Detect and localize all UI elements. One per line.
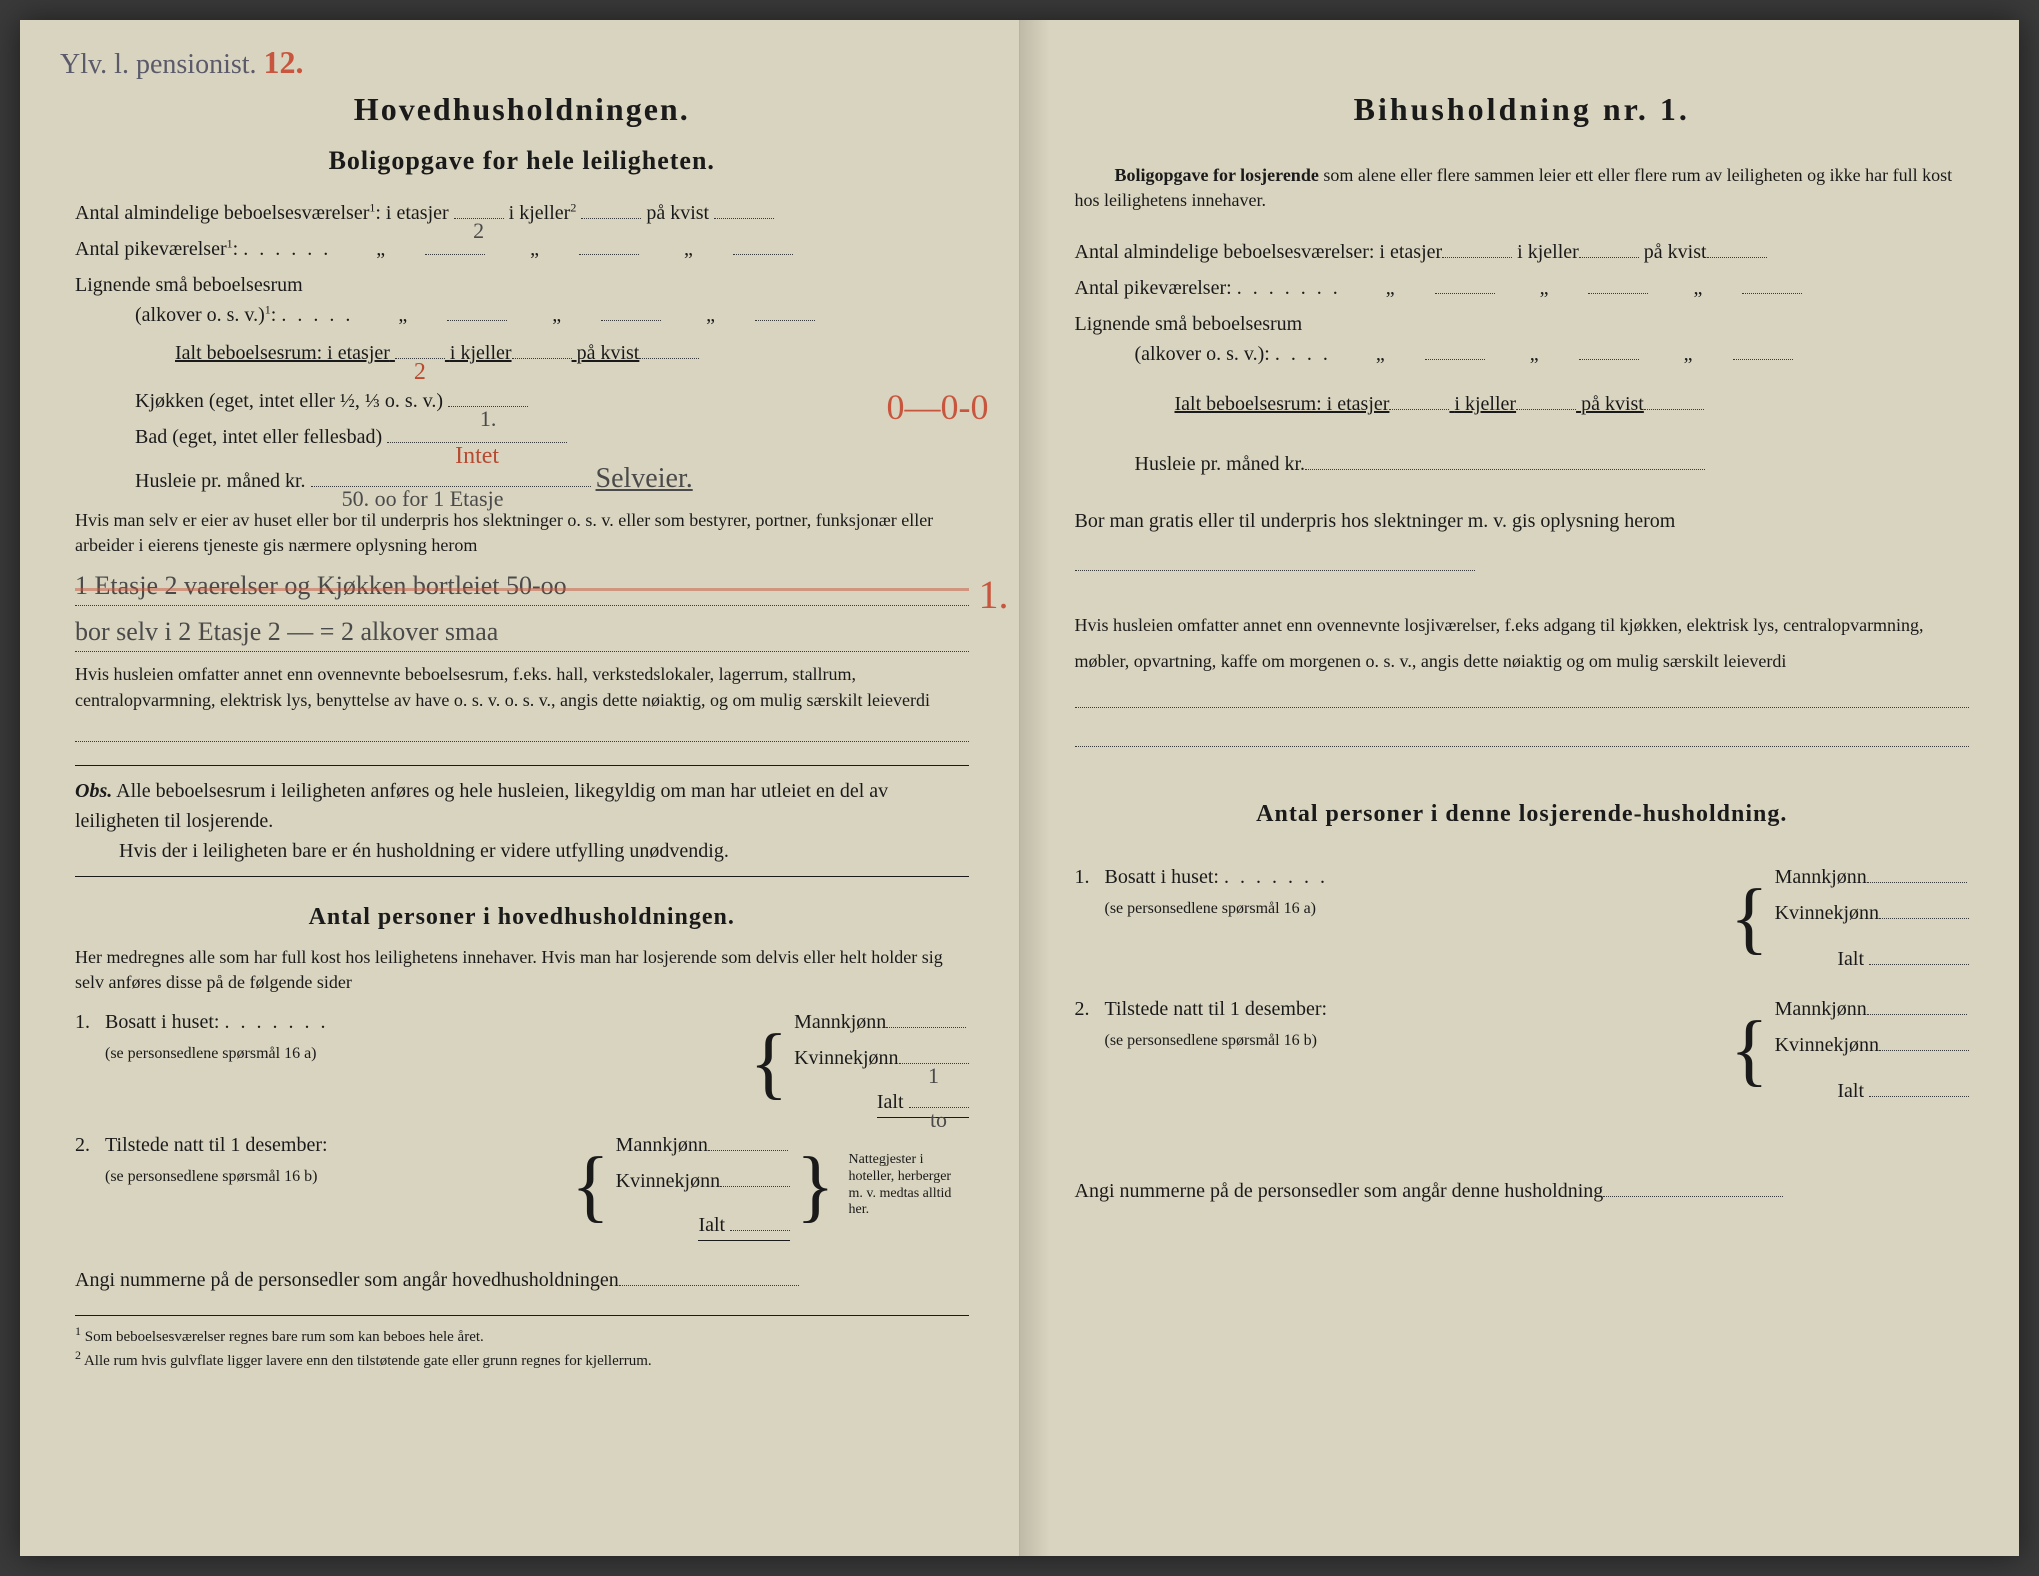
r-persons-heading: Antal personer i denne losjerende-hushol…: [1075, 796, 1970, 832]
persons-heading: Antal personer i hovedhusholdningen.: [75, 899, 969, 935]
night-guests-note: Nattegjester i hoteller, herberger m. v.…: [849, 1152, 969, 1219]
obs-label: Obs.: [75, 780, 112, 802]
handwritten-explanation-1: 1 Etasje 2 vaerelser og Kjøkken bortleie…: [75, 566, 969, 606]
obs-section: Obs. Alle beboelsesrum i leiligheten anf…: [75, 765, 969, 877]
husleie-line: Husleie pr. måned kr. 50. oo for 1 Etasj…: [75, 458, 969, 500]
right-page: Bihusholdning nr. 1. Boligopgave for los…: [1020, 20, 2020, 1556]
owner-note: Hvis man selv er eier av huset eller bor…: [75, 508, 969, 558]
r-blank-2: [1075, 735, 1970, 747]
r-blank-1: [1075, 696, 1970, 708]
main-heading: Hovedhusholdningen.: [75, 85, 969, 133]
blank-line: [75, 730, 969, 742]
handwritten-top-number: 12.: [264, 44, 304, 80]
ialt-etasjer-value: 2: [414, 354, 426, 390]
red-side-annotation: 1.: [979, 565, 1009, 625]
question-2-block: 2. Tilstede natt til 1 desember: (se per…: [75, 1130, 969, 1241]
r-husleie-line: Husleie pr. måned kr.: [1075, 449, 1970, 479]
kjokken-line: Kjøkken (eget, intet eller ½, ⅓ o. s. v.…: [75, 386, 969, 416]
alkover-line: Lignende små beboelsesrum (alkover o. s.…: [75, 270, 969, 330]
bad-line: Bad (eget, intet eller fellesbad) Intet: [75, 422, 969, 452]
ialt-rooms-line: Ialt beboelsesrum: i etasjer 2 i kjeller…: [75, 338, 969, 368]
r-q2-block: 2. Tilstede natt til 1 desember: (se per…: [1075, 994, 1970, 1106]
census-form-document: Ylv. l. pensionist. 12. 0—0-0 1. Hovedhu…: [20, 20, 2019, 1556]
r-pike-line: Antal pikeværelser: . . . . . . . „ „ „: [1075, 273, 1970, 303]
r-note2: Hvis husleien omfatter annet enn ovennev…: [1075, 607, 1970, 679]
rooms-line: Antal almindelige beboelsesværelser1: i …: [75, 198, 969, 228]
pikevaerelser-line: Antal pikeværelser1: . . . . . . „ „ „: [75, 234, 969, 264]
handwritten-explanation-2: bor selv i 2 Etasje 2 — = 2 alkover smaa: [75, 612, 969, 652]
r-rooms-line: Antal almindelige beboelsesværelser: i e…: [1075, 237, 1970, 267]
r-ialt-line: Ialt beboelsesrum: i etasjer i kjeller p…: [1075, 389, 1970, 419]
husleie-side-note: Selveier.: [596, 463, 693, 494]
r-alkover-line: Lignende små beboelsesrum (alkover o. s.…: [1075, 309, 1970, 369]
right-heading: Bihusholdning nr. 1.: [1075, 85, 1970, 133]
footnotes: 1 Som beboelsesværelser regnes bare rum …: [75, 1315, 969, 1371]
r-angi-line: Angi nummerne på de personsedler som ang…: [1075, 1176, 1970, 1206]
persons-note: Her medregnes alle som har full kost hos…: [75, 945, 969, 995]
female-value: 1: [928, 1059, 939, 1092]
r-gratis-line: Bor man gratis eller til underpris hos s…: [1075, 499, 1970, 587]
r-q1-block: 1. Bosatt i huset: . . . . . . . (se per…: [1075, 862, 1970, 974]
angi-line: Angi nummerne på de personsedler som ang…: [75, 1265, 969, 1295]
sub-heading: Boligopgave for hele leiligheten.: [75, 141, 969, 180]
right-intro: Boligopgave for losjerende som alene ell…: [1075, 163, 1970, 213]
ialt-persons: to: [930, 1103, 947, 1136]
question-1-block: 1. Bosatt i huset: . . . . . . . (se per…: [75, 1007, 969, 1118]
left-page: Ylv. l. pensionist. 12. 0—0-0 1. Hovedhu…: [20, 20, 1020, 1556]
husleie-value: 50. oo for 1 Etasje: [342, 482, 504, 515]
rent-includes-note: Hvis husleien omfatter annet enn ovennev…: [75, 662, 969, 712]
handwritten-top-note: Ylv. l. pensionist. 12.: [60, 38, 304, 86]
